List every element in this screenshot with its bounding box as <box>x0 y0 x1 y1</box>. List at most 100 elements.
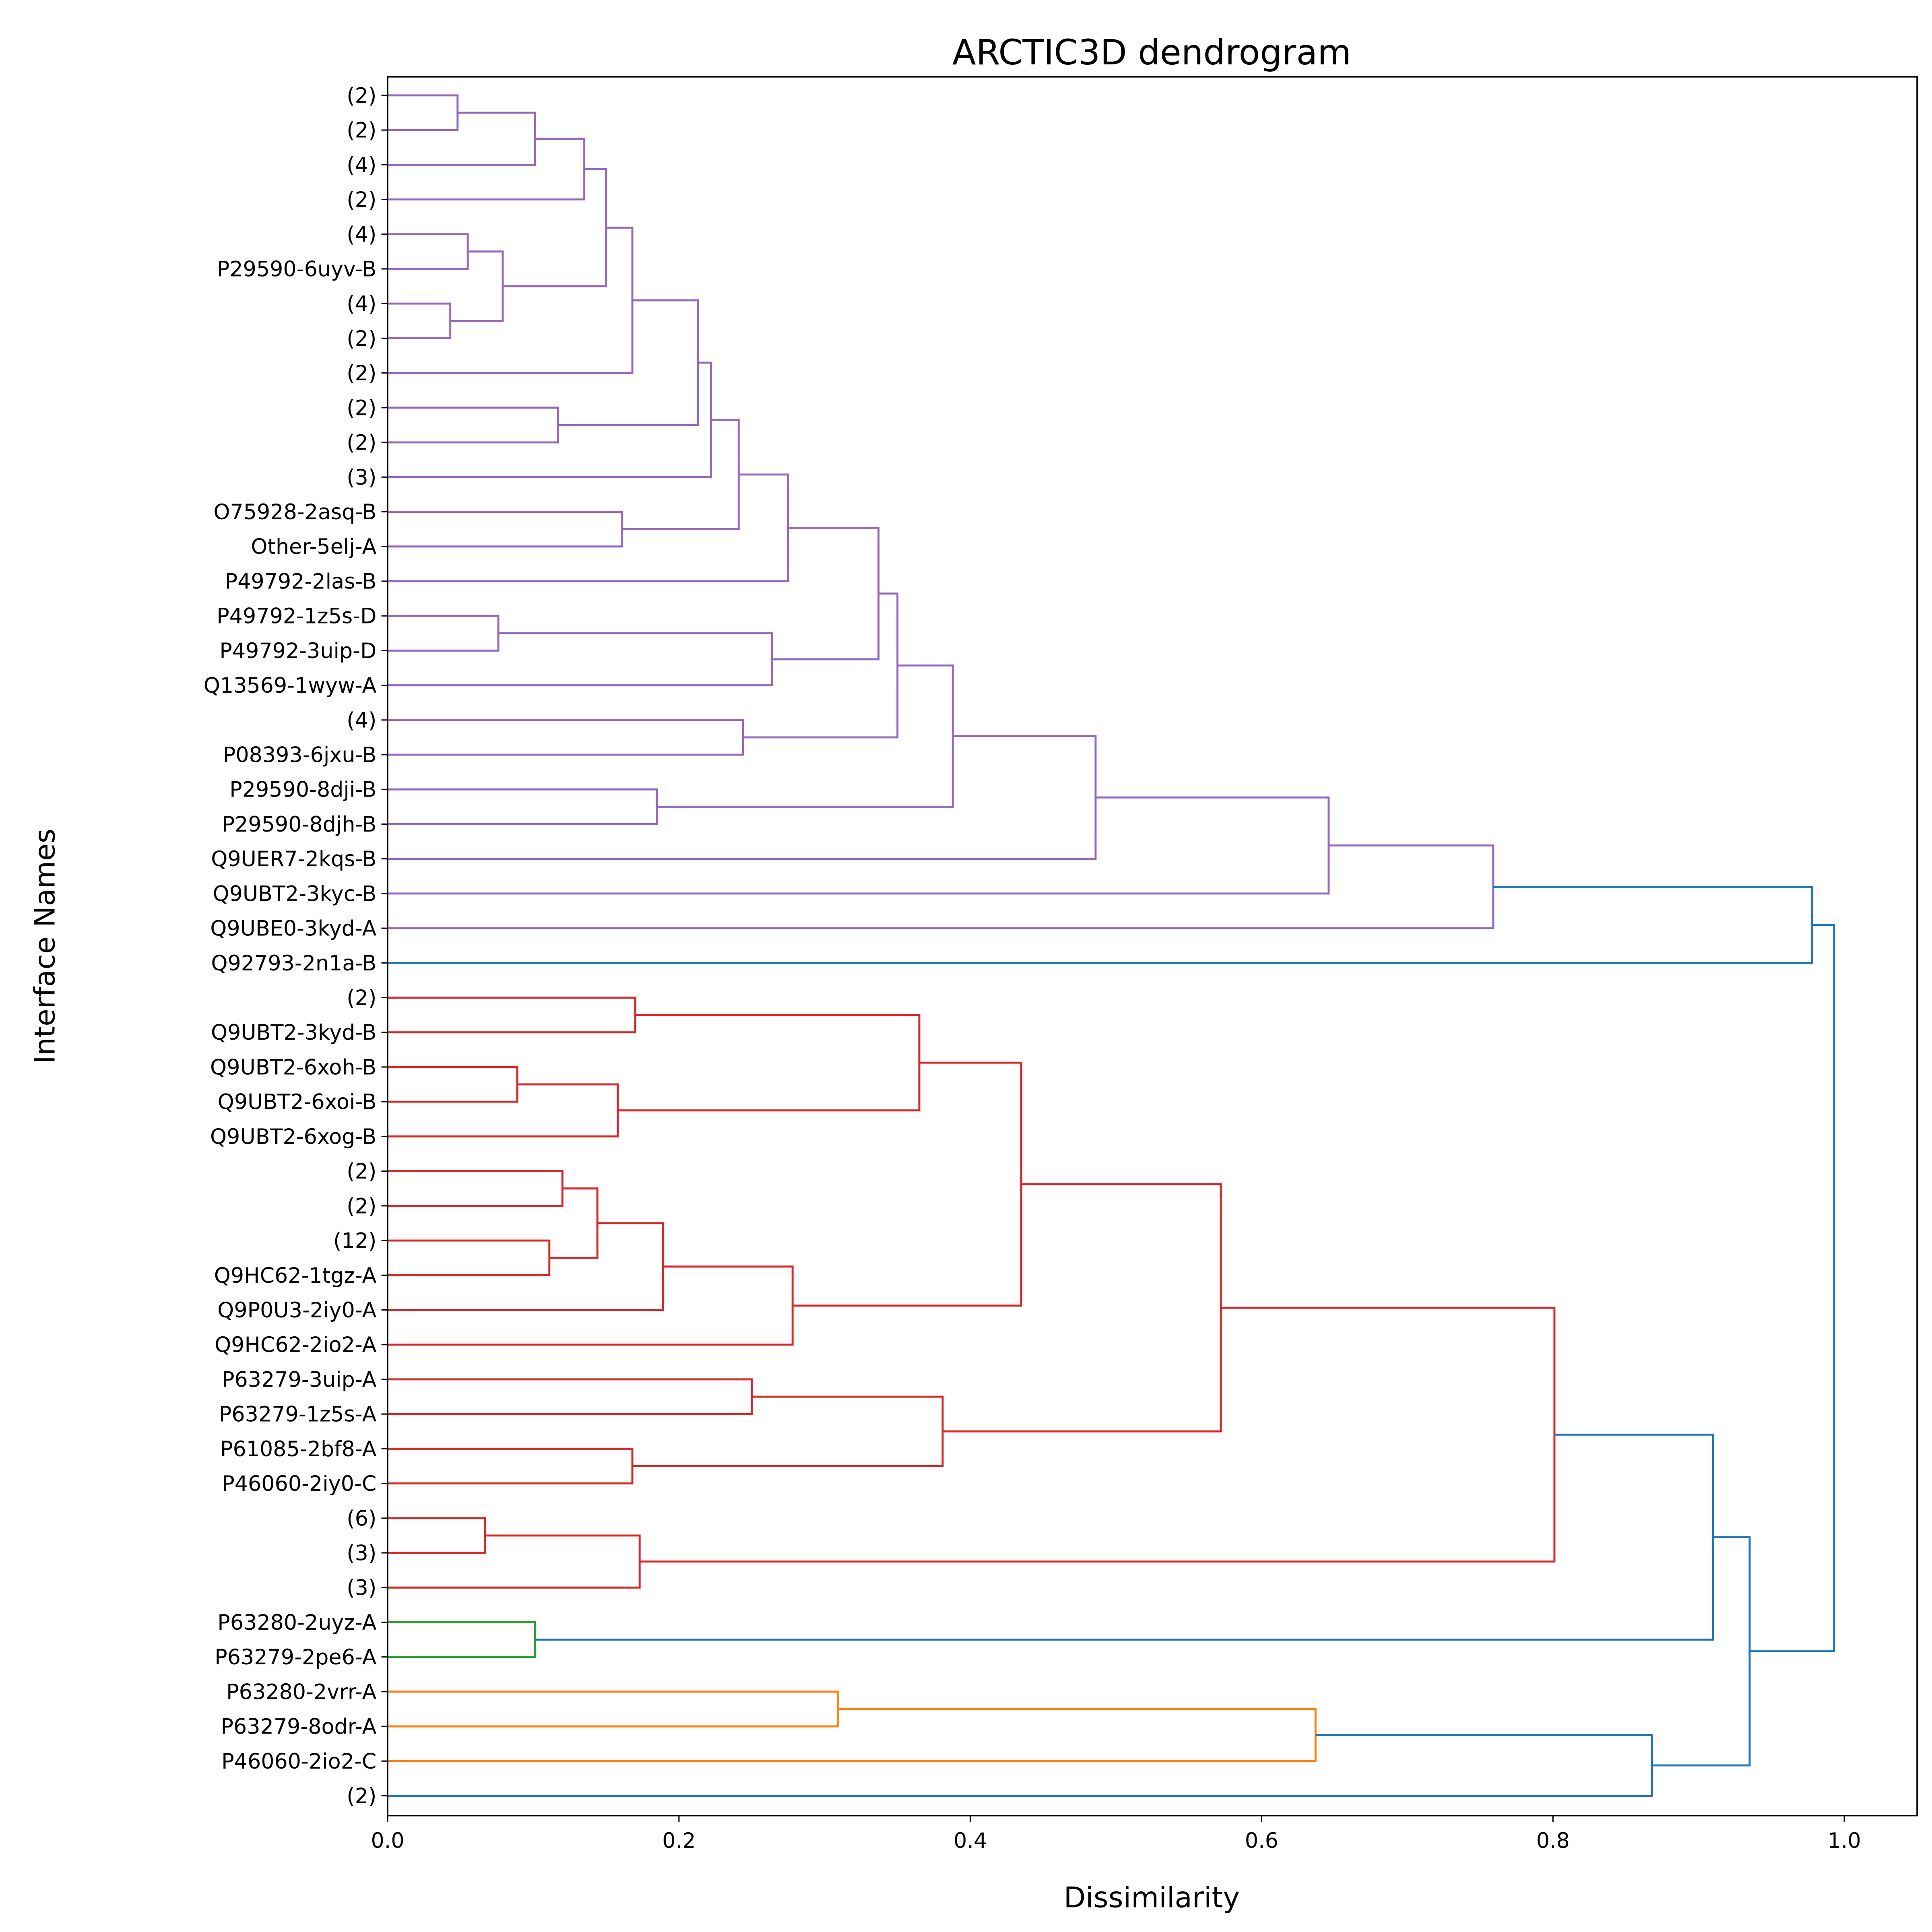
x-axis-ticks: 0.0 0.2 0.4 0.6 0.8 1.0 <box>371 1815 1861 1853</box>
dendrogram-link <box>388 1690 839 1728</box>
leaf-label: P46060-2iy0-C <box>222 1472 376 1496</box>
leaf-label: (4) <box>347 292 376 316</box>
leaf-label: (3) <box>347 1576 376 1600</box>
leaf-label: Q9UBT2-3kyd-B <box>211 1020 376 1045</box>
dendrogram-link <box>388 233 469 270</box>
dendrogram-link <box>743 592 899 739</box>
leaf-label: (3) <box>347 1541 376 1565</box>
leaf-label: Other-5elj-A <box>251 535 376 559</box>
dendrogram-link <box>388 1447 634 1485</box>
leaf-label: P49792-3uip-D <box>219 639 376 663</box>
leaf-label: (2) <box>347 188 376 212</box>
y-axis-label: Interface Names <box>28 828 61 1064</box>
dendrogram-link <box>549 1187 599 1259</box>
dendrogram-link <box>388 511 623 548</box>
dendrogram-links <box>388 94 1835 1797</box>
dendrogram-link <box>640 1307 1556 1563</box>
leaf-label: O75928-2asq-B <box>213 500 376 524</box>
dendrogram-link <box>772 526 880 661</box>
leaf-label: (3) <box>347 465 376 490</box>
dendrogram-link <box>388 138 586 201</box>
x-tick-label: 0.2 <box>662 1829 696 1853</box>
leaf-label: (2) <box>347 118 376 143</box>
dendrogram-link <box>535 1433 1714 1641</box>
leaf-label: (6) <box>347 1506 376 1531</box>
leaf-label: Q92793-2n1a-B <box>211 951 376 976</box>
leaf-label: P61085-2bf8-A <box>220 1437 377 1461</box>
dendrogram-link <box>1652 1536 1751 1767</box>
chart-title: ARCTIC3D dendrogram <box>952 33 1351 73</box>
dendrogram-link <box>388 473 789 582</box>
dendrogram-link <box>388 719 744 756</box>
dendrogram-link <box>388 1170 564 1207</box>
dendrogram-link <box>388 361 712 478</box>
leaf-label: Q9HC62-1tgz-A <box>214 1263 377 1288</box>
leaf-label: P63279-8odr-A <box>221 1715 376 1739</box>
dendrogram-link <box>450 250 504 322</box>
dendrogram-link <box>617 1014 921 1112</box>
leaf-label: Q9UBT2-3kyc-B <box>213 881 376 906</box>
leaf-label: (4) <box>347 153 376 178</box>
x-tick-label: 0.4 <box>954 1829 987 1853</box>
leaf-label: P63279-2pe6-A <box>215 1645 376 1670</box>
dendrogram-link <box>388 1066 518 1103</box>
x-tick-label: 0.0 <box>371 1829 404 1853</box>
leaf-label: (2) <box>347 431 376 455</box>
dendrogram-link <box>388 1708 1317 1762</box>
dendrogram-link <box>502 168 607 287</box>
leaf-label: (2) <box>347 1194 376 1218</box>
dendrogram-link <box>388 1083 619 1137</box>
x-tick-label: 0.8 <box>1536 1829 1570 1853</box>
dendrogram-link <box>657 664 954 808</box>
leaf-label: Q9UBT2-6xog-B <box>210 1125 376 1149</box>
dendrogram-link <box>388 94 459 131</box>
x-tick-label: 0.6 <box>1245 1829 1278 1853</box>
dendrogram-link <box>388 886 1813 964</box>
dendrogram-link <box>632 1395 944 1467</box>
dendrogram-link <box>388 997 636 1034</box>
dendrogram-link <box>388 1534 641 1589</box>
dendrogram-link <box>388 1378 753 1415</box>
dendrogram-link <box>388 615 500 652</box>
leaf-label: (4) <box>347 222 376 247</box>
dendrogram-link <box>388 407 559 444</box>
dendrogram-link <box>1749 924 1835 1652</box>
leaf-label: P49792-2las-B <box>225 569 377 594</box>
dendrogram-link <box>388 302 452 339</box>
leaf-label: Q9P0U3-2iy0-A <box>217 1298 376 1323</box>
leaf-label: Q9HC62-2io2-A <box>215 1333 376 1357</box>
leaf-label: (2) <box>347 1784 376 1808</box>
leaf-label: Q9UBT2-6xoi-B <box>218 1090 377 1115</box>
x-axis-label: Dissimilarity <box>1064 1880 1240 1914</box>
leaf-label: Q9UBT2-6xoh-B <box>210 1055 376 1080</box>
leaf-label: P29590-6uyv-B <box>217 257 377 281</box>
leaf-label: (4) <box>347 708 376 733</box>
leaf-label: P46060-2io2-C <box>221 1749 376 1774</box>
leaf-label: P29590-8dji-B <box>229 778 376 802</box>
leaf-label: Q13569-1wyw-A <box>204 673 377 698</box>
leaf-label: P63279-3uip-A <box>222 1367 377 1392</box>
leaf-label: (2) <box>347 326 376 351</box>
axes-frame <box>387 76 1918 1816</box>
dendrogram-link <box>388 1517 487 1554</box>
leaf-label: P63280-2uyz-A <box>217 1610 376 1635</box>
leaf-label: (2) <box>347 361 376 386</box>
x-tick-label: 1.0 <box>1828 1829 1861 1853</box>
leaf-label: (2) <box>347 986 376 1010</box>
dendrogram-link <box>388 1734 1653 1797</box>
leaf-label: (12) <box>333 1229 376 1253</box>
dendrogram-link <box>388 796 1330 895</box>
leaf-label: P49792-1z5s-D <box>217 604 376 629</box>
leaf-labels: (2) (2) (4) (2) (4) P29590-6uyv-B (4) (2) (2) (2)… <box>204 83 388 1808</box>
dendrogram-link <box>942 1183 1222 1432</box>
leaf-label: Q9UBE0-3kyd-A <box>210 916 376 941</box>
leaf-label: (2) <box>347 396 376 420</box>
dendrogram-link <box>388 1265 794 1346</box>
dendrogram-link <box>388 788 658 825</box>
dendrogram-link <box>388 227 634 374</box>
dendrogram-link <box>622 419 740 530</box>
dendrogram-link <box>388 1621 536 1658</box>
leaf-label: P63279-1z5s-A <box>219 1402 377 1427</box>
leaf-label: (2) <box>347 83 376 108</box>
